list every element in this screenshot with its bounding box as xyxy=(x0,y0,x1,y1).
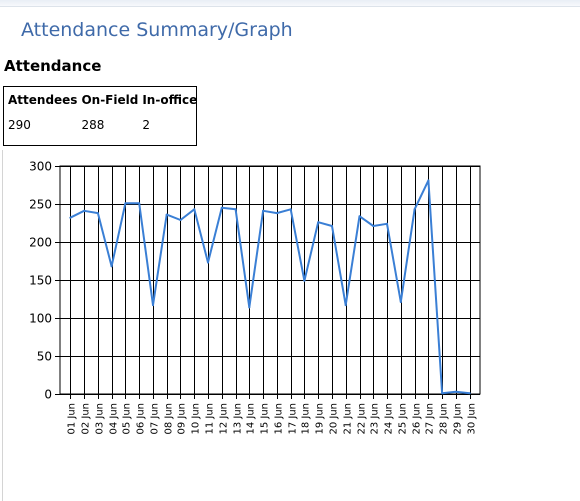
x-tick-label: 25 Jun xyxy=(398,403,409,435)
x-tick-label: 14 Jun xyxy=(246,403,257,435)
x-tick-label: 03 Jun xyxy=(95,403,106,435)
data-point xyxy=(317,221,320,224)
y-tick-label: 150 xyxy=(29,274,52,288)
x-tick-label: 20 Jun xyxy=(329,403,340,435)
x-tick-label: 27 Jun xyxy=(425,403,436,435)
x-tick-label: 13 Jun xyxy=(233,403,244,435)
x-tick-label: 23 Jun xyxy=(370,403,381,435)
on-field-header: On-Field xyxy=(81,93,139,107)
x-tick-label: 08 Jun xyxy=(164,403,175,435)
attendance-summary-box: Attendees On-Field In-office 290 288 2 xyxy=(3,86,197,146)
data-point xyxy=(152,304,154,307)
data-point xyxy=(248,306,251,309)
data-point xyxy=(179,219,182,221)
data-point xyxy=(289,208,292,211)
top-strip xyxy=(0,0,580,7)
x-tick-label: 22 Jun xyxy=(357,403,368,435)
data-point xyxy=(358,215,361,218)
data-point xyxy=(303,279,306,282)
data-point xyxy=(441,392,444,395)
y-tick-label: 250 xyxy=(29,198,52,212)
x-tick-label: 04 Jun xyxy=(109,403,120,435)
data-point xyxy=(165,213,168,216)
data-point xyxy=(124,202,127,205)
data-point xyxy=(454,390,457,393)
y-tick-label: 0 xyxy=(44,388,52,402)
data-point xyxy=(96,212,99,215)
data-point xyxy=(193,208,196,211)
data-point xyxy=(110,265,113,268)
x-tick-label: 28 Jun xyxy=(439,403,450,435)
in-office-header: In-office xyxy=(142,93,198,107)
left-divider xyxy=(2,150,3,501)
data-point xyxy=(262,209,265,212)
data-point xyxy=(468,392,471,395)
x-tick-label: 10 Jun xyxy=(191,403,202,435)
summary-value-row: 290 288 2 xyxy=(6,109,199,141)
x-tick-label: 09 Jun xyxy=(177,403,188,435)
x-tick-label: 19 Jun xyxy=(315,403,326,435)
x-tick-label: 12 Jun xyxy=(219,403,230,435)
attendance-summary-table: Attendees On-Field In-office 290 288 2 xyxy=(6,91,199,141)
attendance-series-line xyxy=(69,179,470,395)
in-office-value: 2 xyxy=(142,118,150,132)
attendance-line-chart: 0 50 100 150 200 250 300 01 Jun 02 Jun 03 Jun 04 J… xyxy=(29,160,481,435)
attendees-value: 290 xyxy=(8,118,31,132)
data-point xyxy=(275,212,278,215)
data-point xyxy=(138,202,141,205)
x-tick-label: 05 Jun xyxy=(122,403,133,435)
x-tick-label: 02 Jun xyxy=(81,403,92,435)
x-tick-label: 11 Jun xyxy=(205,403,216,435)
data-point xyxy=(69,216,72,219)
y-tick-label: 300 xyxy=(29,160,52,174)
data-point xyxy=(413,208,416,211)
x-tick-label: 30 Jun xyxy=(467,403,478,435)
x-tick-label: 15 Jun xyxy=(260,403,271,435)
data-point xyxy=(83,209,86,212)
page-title: Attendance Summary/Graph xyxy=(21,19,293,41)
data-point xyxy=(344,304,347,307)
section-title: Attendance xyxy=(4,57,102,75)
data-point xyxy=(427,179,430,182)
y-tick-label: 200 xyxy=(29,236,52,250)
y-tick-label: 50 xyxy=(37,350,52,364)
data-point xyxy=(234,208,237,211)
attendees-header: Attendees xyxy=(8,93,78,107)
data-point xyxy=(399,301,402,303)
x-tick-label: 18 Jun xyxy=(301,403,312,435)
data-point xyxy=(372,225,375,227)
data-point xyxy=(386,222,388,225)
data-point xyxy=(207,261,209,264)
x-tick-label: 24 Jun xyxy=(384,403,395,435)
x-tick-label: 17 Jun xyxy=(288,403,299,435)
x-tick-label: 01 Jun xyxy=(67,403,78,435)
data-point xyxy=(220,206,223,209)
on-field-value: 288 xyxy=(81,118,105,132)
x-tick-label: 21 Jun xyxy=(343,403,354,435)
x-tick-label: 06 Jun xyxy=(136,403,147,435)
data-point xyxy=(331,225,333,227)
y-tick-label: 100 xyxy=(29,312,52,326)
summary-header-row: Attendees On-Field In-office xyxy=(6,91,199,109)
x-tick-label: 26 Jun xyxy=(412,403,423,435)
x-tick-label: 16 Jun xyxy=(274,403,285,435)
x-tick-label: 07 Jun xyxy=(150,403,161,435)
x-tick-label: 29 Jun xyxy=(453,403,464,435)
